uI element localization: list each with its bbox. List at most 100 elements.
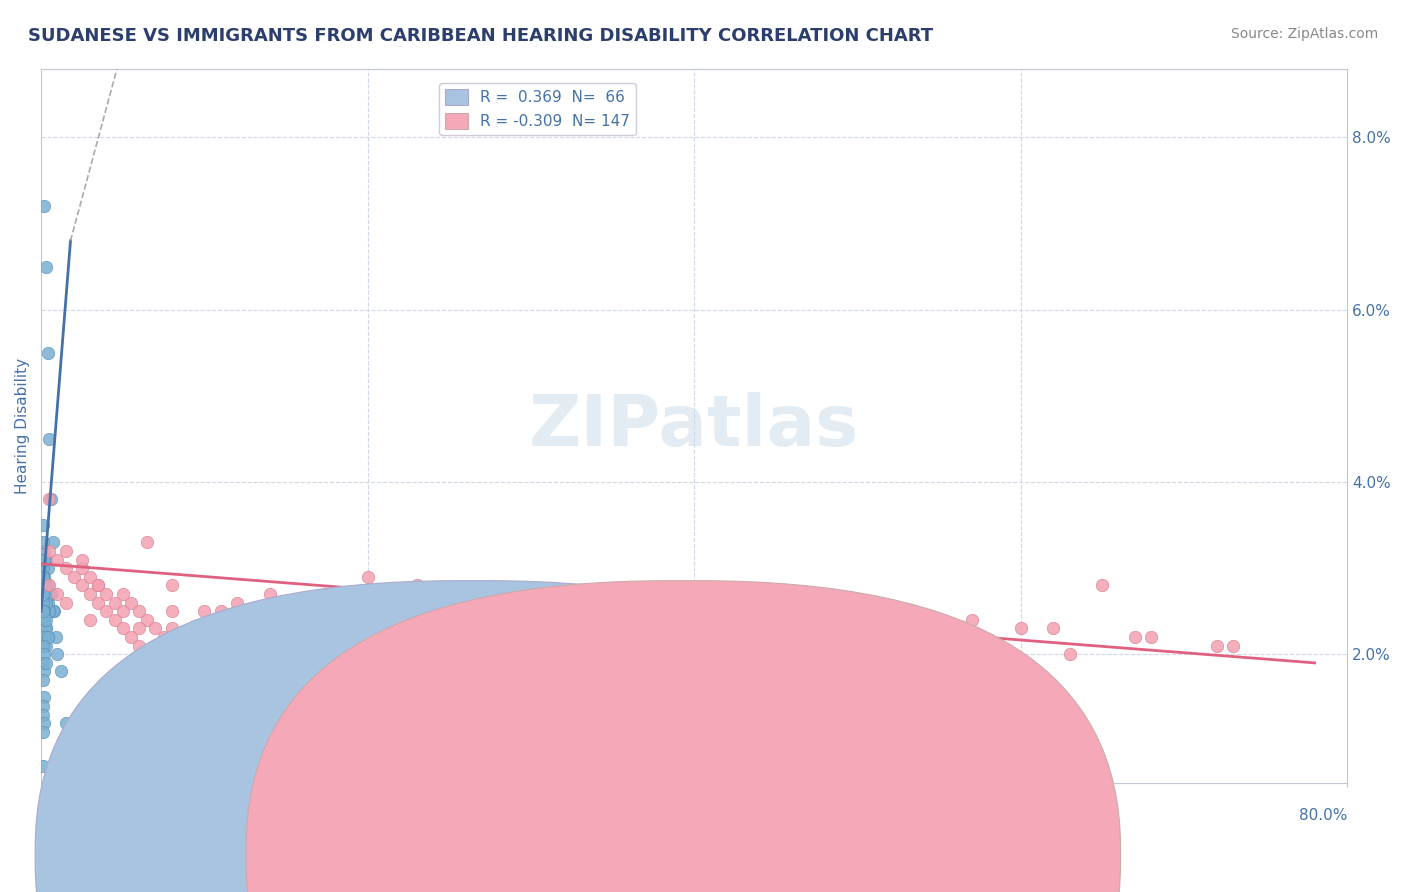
Point: [617, 622, 640, 636]
Point: [617, 698, 640, 713]
Point: [136, 647, 159, 661]
Point: [70, 561, 93, 575]
Point: [34, 570, 56, 584]
Point: [1205, 639, 1227, 653]
Point: [39, 492, 62, 507]
Text: ZIPatlas: ZIPatlas: [529, 392, 859, 460]
Point: [37, 345, 59, 359]
Point: [35, 622, 58, 636]
Point: [79, 613, 101, 627]
Point: [128, 604, 150, 618]
Point: [31, 613, 53, 627]
Point: [226, 639, 249, 653]
Point: [193, 656, 215, 670]
Point: [651, 639, 673, 653]
Point: [31, 604, 53, 618]
Point: [35, 596, 58, 610]
Point: [35, 622, 58, 636]
Text: 0.0%: 0.0%: [41, 808, 80, 823]
Point: [31, 561, 53, 575]
Point: [103, 613, 125, 627]
Point: [35, 260, 58, 274]
Point: [291, 630, 314, 644]
Point: [55, 544, 77, 558]
Point: [38, 492, 60, 507]
Point: [31, 698, 53, 713]
Point: [356, 613, 378, 627]
Point: [323, 622, 346, 636]
Point: [308, 630, 330, 644]
Point: [55, 561, 77, 575]
Point: [31, 724, 53, 739]
Point: [35, 613, 58, 627]
Point: [486, 647, 509, 661]
Point: [34, 630, 56, 644]
Point: [45, 630, 67, 644]
Point: [120, 596, 142, 610]
Point: [38, 544, 60, 558]
Point: [748, 613, 770, 627]
Point: [41, 535, 63, 549]
Point: [39, 587, 62, 601]
Point: [683, 647, 706, 661]
Point: [683, 630, 706, 644]
Point: [308, 622, 330, 636]
Point: [103, 596, 125, 610]
Point: [31, 561, 53, 575]
Point: [111, 604, 134, 618]
Point: [34, 199, 56, 213]
Point: [340, 639, 363, 653]
Point: [323, 630, 346, 644]
Point: [34, 578, 56, 592]
Point: [34, 665, 56, 679]
Point: [486, 613, 509, 627]
Point: [79, 587, 101, 601]
Point: [87, 578, 110, 592]
Point: [1091, 578, 1114, 592]
Point: [49, 665, 72, 679]
Point: [716, 630, 738, 644]
Point: [34, 647, 56, 661]
Point: [87, 578, 110, 592]
Point: [389, 596, 412, 610]
Point: [928, 630, 950, 644]
Point: [128, 639, 150, 653]
Point: [34, 604, 56, 618]
Point: [34, 716, 56, 731]
Point: [38, 604, 60, 618]
Point: [31, 570, 53, 584]
Point: [35, 552, 58, 566]
Point: [356, 647, 378, 661]
Point: [55, 596, 77, 610]
Point: [879, 656, 901, 670]
Point: [79, 570, 101, 584]
Point: [160, 604, 183, 618]
Point: [617, 630, 640, 644]
Point: [226, 596, 249, 610]
Point: [46, 552, 69, 566]
Point: [226, 622, 249, 636]
Point: [35, 656, 58, 670]
Point: [70, 578, 93, 592]
Point: [87, 596, 110, 610]
Point: [37, 561, 59, 575]
Point: [31, 570, 53, 584]
Point: [35, 639, 58, 653]
Point: [31, 587, 53, 601]
Point: [34, 544, 56, 558]
Point: [39, 587, 62, 601]
Point: [46, 647, 69, 661]
Point: [177, 647, 200, 661]
Point: [814, 647, 837, 661]
Point: [259, 587, 281, 601]
Point: [439, 622, 461, 636]
Point: [37, 578, 59, 592]
Point: [553, 639, 575, 653]
Point: [35, 596, 58, 610]
Point: [748, 681, 770, 696]
Point: [62, 570, 84, 584]
Point: [291, 639, 314, 653]
Point: [291, 613, 314, 627]
Point: [193, 622, 215, 636]
Point: [422, 630, 444, 644]
